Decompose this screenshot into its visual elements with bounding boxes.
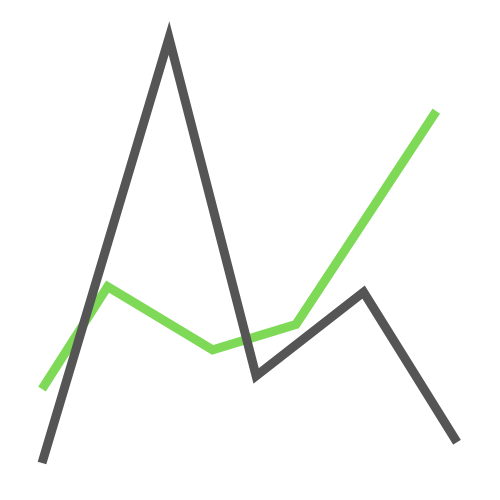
series-line-2 [37, 21, 461, 465]
